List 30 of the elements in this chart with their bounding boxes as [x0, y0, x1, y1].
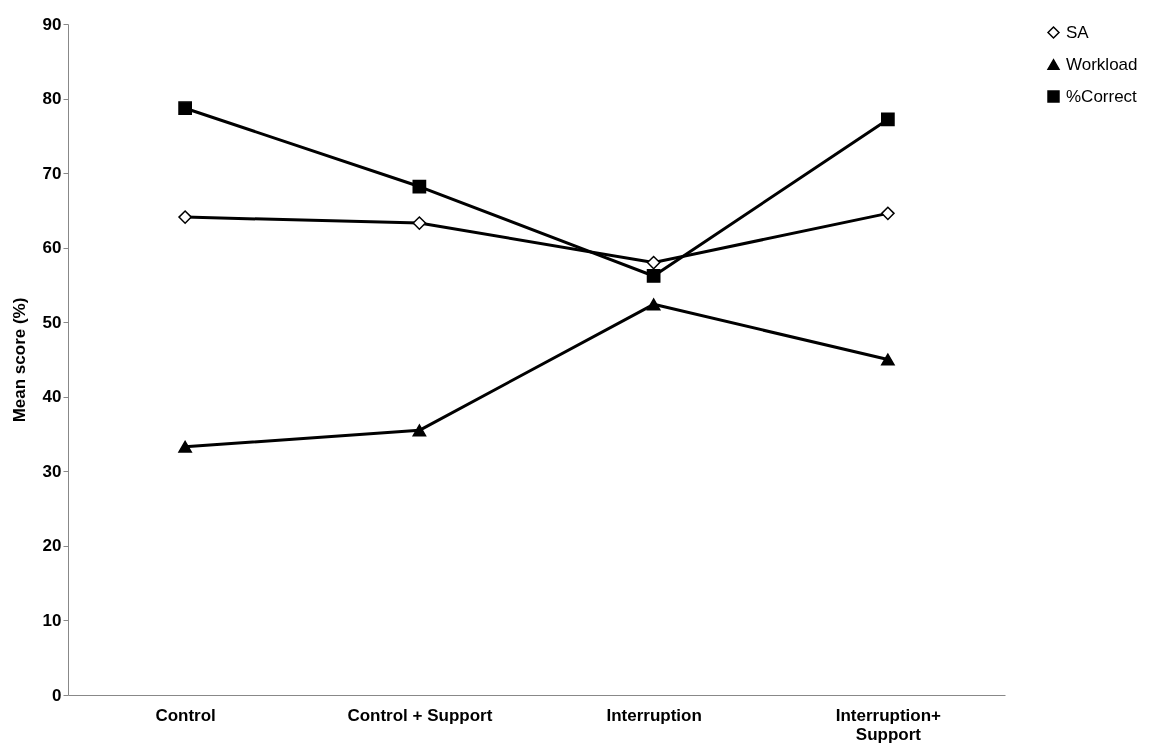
- x-tick-label: Interruption+ Support: [835, 705, 942, 744]
- point: [412, 216, 427, 230]
- y-tick-label: 40: [42, 387, 62, 407]
- point: [646, 269, 661, 283]
- point: [178, 440, 192, 453]
- y-tick-label: 0: [52, 685, 62, 705]
- y-tick-label: 10: [42, 610, 62, 630]
- y-tick-label: 90: [42, 14, 62, 34]
- y-tick-label: 60: [42, 238, 62, 258]
- point: [881, 353, 895, 366]
- y-tick-label: 50: [42, 312, 62, 332]
- point: [646, 255, 661, 270]
- point: [178, 101, 192, 116]
- legend-label: Workload: [1066, 54, 1138, 74]
- point: [412, 424, 427, 437]
- y-tick-label: 20: [42, 536, 62, 556]
- y-axis-title: Mean score (%): [9, 297, 29, 423]
- x-tick-label: Control + Support: [347, 705, 493, 725]
- y-tick-label: 70: [42, 163, 62, 183]
- point: [646, 298, 661, 311]
- legend-label: %Correct: [1066, 86, 1138, 106]
- y-tick-label: 30: [42, 461, 62, 481]
- x-tick-label: Control: [155, 705, 216, 725]
- point: [881, 112, 895, 127]
- point: [412, 179, 427, 194]
- point: [881, 206, 895, 221]
- x-tick-label: Interruption: [606, 705, 702, 725]
- legend-label: SA: [1066, 22, 1090, 42]
- point: [178, 210, 192, 224]
- y-tick-label: 80: [42, 89, 62, 109]
